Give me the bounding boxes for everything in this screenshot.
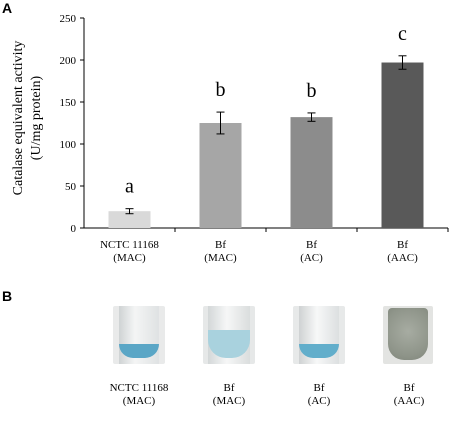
tube-caption-4-line1: Bf bbox=[403, 382, 415, 394]
y-axis-label-line2: (U/mg protein) bbox=[29, 75, 44, 160]
tube-caption-2-line1: Bf bbox=[223, 382, 235, 394]
significance-label: a bbox=[125, 176, 134, 198]
bar bbox=[108, 211, 151, 228]
y-tick-label: 150 bbox=[60, 97, 77, 109]
tube-caption-1-line1: NCTC 11168 bbox=[109, 382, 169, 394]
tube-caption-2-line2: (MAC) bbox=[212, 395, 246, 407]
bar-chart: Catalase equivalent activity (U/mg prote… bbox=[11, 13, 449, 264]
tube-photo-nctc-mac bbox=[113, 306, 165, 364]
tube-caption-4: Bf (AAC) bbox=[369, 382, 449, 408]
x-tick-label-line2: (AAC) bbox=[387, 252, 418, 264]
tube-photo-bf-aac bbox=[383, 306, 433, 364]
significance-label: b bbox=[216, 79, 226, 101]
x-tick-label-line2: (AC) bbox=[300, 252, 323, 264]
x-tick-label-line1: Bf bbox=[306, 239, 317, 251]
tube-caption-1: NCTC 11168 (MAC) bbox=[99, 382, 179, 408]
y-tick-label: 0 bbox=[71, 223, 77, 235]
tube-caption-3-line2: (AC) bbox=[307, 395, 331, 407]
y-axis-label-line1: Catalase equivalent activity bbox=[11, 41, 26, 196]
tube-caption-3-line1: Bf bbox=[313, 382, 325, 394]
tube-caption-1-line2: (MAC) bbox=[122, 395, 156, 407]
significance-label: c bbox=[398, 23, 407, 45]
x-tick-label-line1: Bf bbox=[397, 239, 408, 251]
y-tick-label: 100 bbox=[60, 139, 77, 151]
tube-caption-2: Bf (MAC) bbox=[189, 382, 269, 408]
tube-caption-3: Bf (AC) bbox=[279, 382, 359, 408]
panel-label-b: B bbox=[2, 288, 13, 304]
tube-photo-bf-mac bbox=[203, 306, 255, 364]
significance-label: b bbox=[307, 80, 317, 102]
tube-photo-bf-ac bbox=[293, 306, 345, 364]
y-tick-label: 200 bbox=[60, 55, 77, 67]
bar bbox=[199, 123, 242, 228]
bar bbox=[290, 117, 333, 228]
tube-caption-4-line2: (AAC) bbox=[393, 395, 425, 407]
y-tick-label: 250 bbox=[60, 13, 77, 25]
x-tick-label-line1: NCTC 11168 bbox=[100, 239, 159, 251]
x-tick-label-line1: Bf bbox=[215, 239, 226, 251]
panel-label-a: A bbox=[2, 0, 13, 16]
y-tick-label: 50 bbox=[65, 181, 77, 193]
bar bbox=[381, 62, 424, 228]
x-tick-label-line2: (MAC) bbox=[113, 252, 146, 264]
x-tick-label-line2: (MAC) bbox=[204, 252, 237, 264]
